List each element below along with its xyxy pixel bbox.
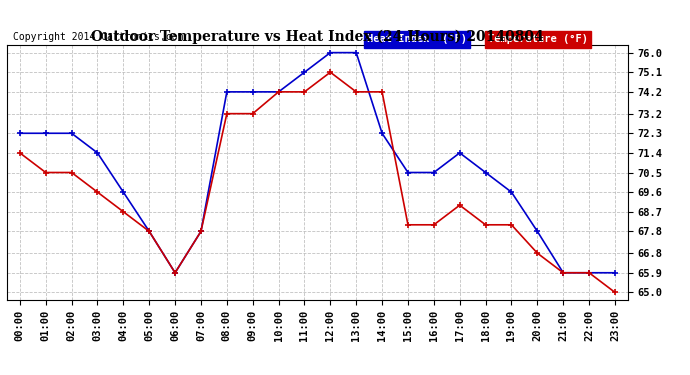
Text: Heat Index  (°F): Heat Index (°F) [367,34,467,45]
Title: Outdoor Temperature vs Heat Index (24 Hours) 20140804: Outdoor Temperature vs Heat Index (24 Ho… [91,30,544,44]
Text: Copyright 2014 Cartronics.com: Copyright 2014 Cartronics.com [13,33,184,42]
Text: Temperature (°F): Temperature (°F) [489,34,588,45]
